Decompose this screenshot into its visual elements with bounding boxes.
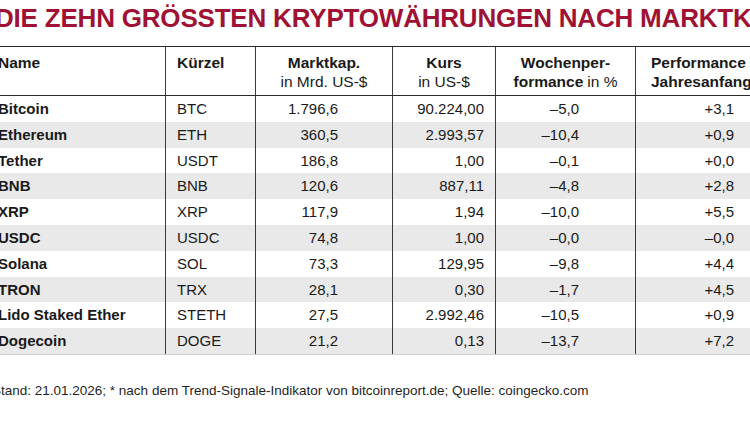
cell-name: BNB (0, 173, 165, 199)
cell-name: Ethereum (0, 122, 165, 148)
cell-ytd-performance: +2,8 (635, 173, 750, 199)
cell-price: 1,94 (392, 199, 495, 225)
cell-week-performance: –10,5 (495, 302, 635, 328)
table-row: Bitcoin BTC 1.796,6 90.224,00 –5,0 +3,1 (0, 96, 750, 122)
table-body: Bitcoin BTC 1.796,6 90.224,00 –5,0 +3,1 … (0, 96, 750, 355)
cell-week-performance: –1,7 (495, 277, 635, 303)
cell-price: 2.993,57 (392, 122, 495, 148)
col-header-week-performance: Wochenper- formancein % (495, 47, 635, 95)
table-row: XRP XRP 117,9 1,94 –10,0 +5,5 (0, 199, 750, 225)
cell-name: USDC (0, 225, 165, 251)
cell-ytd-performance: +0,9 (635, 122, 750, 148)
cell-name: Tether (0, 148, 165, 174)
cell-week-performance: –5,0 (495, 96, 635, 122)
cell-week-performance: –0,1 (495, 148, 635, 174)
cell-marketcap: 21,2 (255, 328, 392, 354)
cell-price: 0,13 (392, 328, 495, 354)
cell-ytd-performance: +7,2 (635, 328, 750, 354)
cell-week-performance: –13,7 (495, 328, 635, 354)
cell-name: Solana (0, 251, 165, 277)
table-row: Tether USDT 186,8 1,00 –0,1 +0,0 (0, 148, 750, 174)
cell-week-performance: –10,4 (495, 122, 635, 148)
table-row: Dogecoin DOGE 21,2 0,13 –13,7 +7,2 (0, 328, 750, 354)
cell-marketcap: 120,6 (255, 173, 392, 199)
table-row: Solana SOL 73,3 129,95 –9,8 +4,4 (0, 251, 750, 277)
cell-price: 129,95 (392, 251, 495, 277)
cell-week-performance: –4,8 (495, 173, 635, 199)
cell-symbol: BNB (165, 173, 255, 199)
cell-symbol: USDC (165, 225, 255, 251)
cell-week-performance: –10,0 (495, 199, 635, 225)
footer-note: Stand: 21.01.2026; * nach dem Trend-Sign… (0, 382, 589, 399)
cell-price: 90.224,00 (392, 96, 495, 122)
cell-name: TRON (0, 277, 165, 303)
cell-price: 0,30 (392, 277, 495, 303)
cell-marketcap: 73,3 (255, 251, 392, 277)
cell-week-performance: –9,8 (495, 251, 635, 277)
cell-ytd-performance: +4,5 (635, 277, 750, 303)
cell-name: Lido Staked Ether (0, 302, 165, 328)
cell-symbol: USDT (165, 148, 255, 174)
cell-week-performance: –0,0 (495, 225, 635, 251)
table-row: BNB BNB 120,6 887,11 –4,8 +2,8 (0, 173, 750, 199)
cell-price: 1,00 (392, 225, 495, 251)
cell-ytd-performance: +5,5 (635, 199, 750, 225)
crypto-table: Name Kürzel Marktkap. in Mrd. US-$ Kurs … (0, 46, 750, 355)
cell-marketcap: 360,5 (255, 122, 392, 148)
cell-symbol: BTC (165, 96, 255, 122)
table-row: TRON TRX 28,1 0,30 –1,7 +4,5 (0, 277, 750, 303)
cell-marketcap: 1.796,6 (255, 96, 392, 122)
cell-symbol: SOL (165, 251, 255, 277)
cell-symbol: STETH (165, 302, 255, 328)
cell-marketcap: 27,5 (255, 302, 392, 328)
cell-ytd-performance: +0,9 (635, 302, 750, 328)
cell-ytd-performance: +0,0 (635, 148, 750, 174)
table-row: Ethereum ETH 360,5 2.993,57 –10,4 +0,9 (0, 122, 750, 148)
cell-marketcap: 117,9 (255, 199, 392, 225)
col-header-marketcap: Marktkap. in Mrd. US-$ (255, 47, 392, 95)
cell-ytd-performance: –0,0 (635, 225, 750, 251)
col-header-name: Name (0, 47, 165, 95)
cell-symbol: XRP (165, 199, 255, 225)
cell-marketcap: 28,1 (255, 277, 392, 303)
cell-marketcap: 186,8 (255, 148, 392, 174)
cell-name: Bitcoin (0, 96, 165, 122)
cell-price: 2.992,46 (392, 302, 495, 328)
cell-price: 887,11 (392, 173, 495, 199)
cell-price: 1,00 (392, 148, 495, 174)
cell-symbol: ETH (165, 122, 255, 148)
table-row: USDC USDC 74,8 1,00 –0,0 –0,0 (0, 225, 750, 251)
header-row: Name Kürzel Marktkap. in Mrd. US-$ Kurs … (0, 46, 750, 96)
col-header-price: Kurs in US-$ (392, 47, 495, 95)
table-row: Lido Staked Ether STETH 27,5 2.992,46 –1… (0, 302, 750, 328)
col-header-ytd-performance: Performance Jahresanfang (635, 47, 750, 95)
cell-symbol: TRX (165, 277, 255, 303)
col-header-symbol: Kürzel (165, 47, 255, 95)
page-title: DIE ZEHN GRÖSSTEN KRYPTOWÄHRUNGEN NACH M… (0, 5, 750, 32)
cell-name: XRP (0, 199, 165, 225)
cell-marketcap: 74,8 (255, 225, 392, 251)
cell-ytd-performance: +3,1 (635, 96, 750, 122)
cell-symbol: DOGE (165, 328, 255, 354)
cell-ytd-performance: +4,4 (635, 251, 750, 277)
cell-name: Dogecoin (0, 328, 165, 354)
